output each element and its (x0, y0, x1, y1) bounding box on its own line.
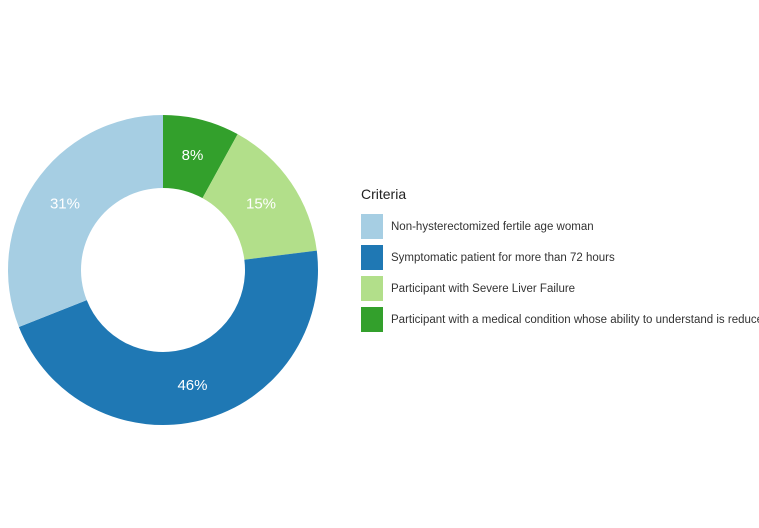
legend-swatch (361, 307, 383, 332)
legend-items: Non-hysterectomized fertile age woman Sym… (361, 214, 759, 332)
legend-swatch (361, 214, 383, 239)
donut-slice (202, 134, 317, 260)
donut-chart-svg: 8% 15% 46% 31% (7, 115, 318, 425)
legend-label: Participant with a medical condition who… (391, 313, 759, 326)
slice-percent-label: 8% (182, 147, 204, 164)
legend-label: Symptomatic patient for more than 72 hou… (391, 251, 615, 264)
legend-title: Criteria (361, 186, 407, 202)
legend-label: Non-hysterectomized fertile age woman (391, 220, 594, 233)
legend-label: Participant with Severe Liver Failure (391, 282, 576, 295)
legend-swatch (361, 276, 383, 301)
legend-swatch (361, 245, 383, 270)
slice-percent-label: 46% (177, 377, 207, 394)
donut-slice (18, 250, 318, 425)
donut-slice (163, 115, 238, 199)
slice-percent-label: 15% (246, 195, 276, 212)
legend: Criteria Non-hysterectomized fertile age… (361, 186, 759, 338)
donut-slice (7, 115, 163, 328)
legend-item: Participant with a medical condition who… (361, 307, 759, 332)
legend-item: Non-hysterectomized fertile age woman (361, 214, 759, 239)
legend-item: Symptomatic patient for more than 72 hou… (361, 245, 759, 270)
slice-percent-label: 31% (50, 195, 80, 212)
legend-item: Participant with Severe Liver Failure (361, 276, 759, 301)
